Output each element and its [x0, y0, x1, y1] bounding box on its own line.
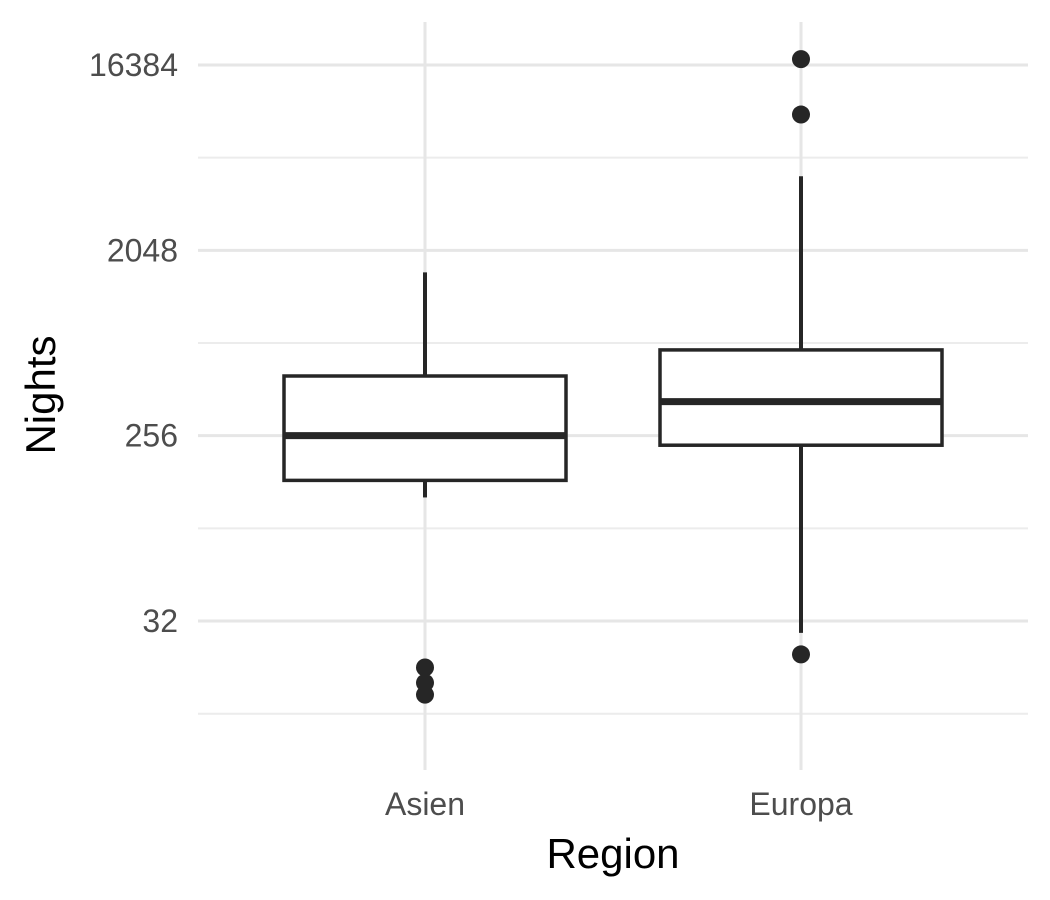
interquartile-box	[658, 348, 944, 447]
outlier-point	[792, 50, 810, 69]
x-tick-label: Asien	[385, 786, 465, 822]
y-tick-label: 2048	[107, 232, 178, 268]
y-axis-tick-labels: 32 256 2048 16384	[89, 47, 178, 639]
interquartile-box	[282, 374, 568, 483]
box-europa	[658, 50, 944, 664]
outlier-point	[792, 105, 810, 124]
y-tick-label: 32	[142, 603, 178, 639]
outlier-point	[416, 685, 434, 704]
box-layer	[282, 50, 944, 704]
y-axis-title: Nights	[17, 335, 64, 454]
x-axis-title: Region	[546, 830, 679, 877]
y-tick-label: 256	[125, 418, 178, 454]
outlier-point	[416, 658, 434, 677]
x-axis-tick-labels: Asien Europa	[385, 786, 853, 822]
box-asien	[282, 272, 568, 704]
y-tick-label: 16384	[89, 47, 178, 83]
outlier-point	[792, 645, 810, 664]
x-tick-label: Europa	[749, 786, 852, 822]
